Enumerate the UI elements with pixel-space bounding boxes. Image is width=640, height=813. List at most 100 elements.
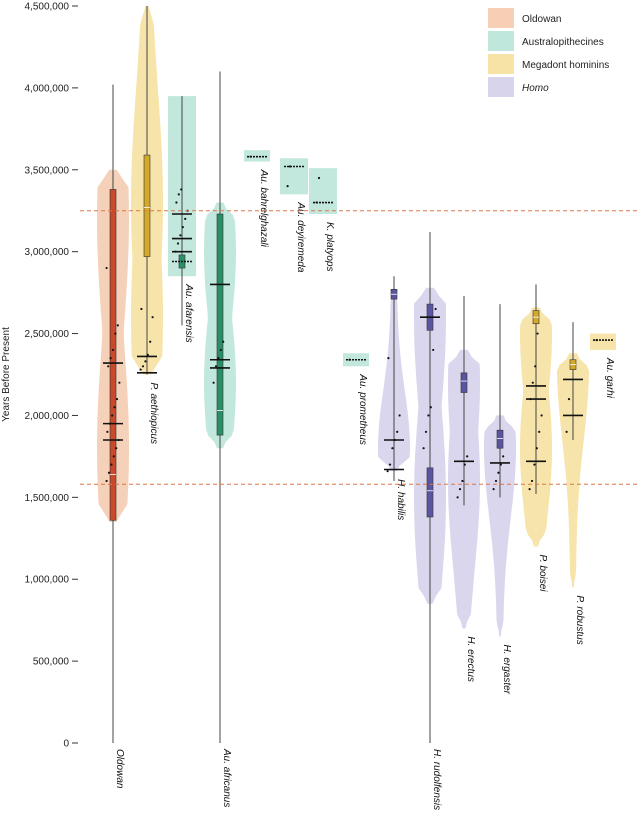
violin-body [557, 353, 589, 588]
data-point [180, 188, 183, 191]
taxon-k-platyops: K. platyops [309, 168, 337, 271]
data-point [111, 414, 114, 417]
legend-label: Megadont hominins [522, 60, 609, 71]
data-point [222, 340, 225, 343]
taxon-h-habilis: H. habilis [378, 276, 410, 520]
data-point [115, 447, 118, 450]
data-point [286, 185, 289, 188]
category-label: H. habilis [395, 479, 406, 520]
data-point [149, 340, 152, 343]
taxon-au-garhi: Au. garhi [590, 333, 616, 399]
category-label: Au. bahrelghazali [258, 169, 269, 248]
y-tick-label: 500,000 [33, 657, 70, 668]
category-label: Oldowan [114, 749, 125, 789]
legend-swatch [488, 77, 514, 97]
data-point [386, 470, 389, 473]
data-point [461, 479, 464, 483]
data-point [531, 381, 534, 384]
data-point [422, 447, 425, 450]
taxon-au-prometheus: Au. prometheus [343, 353, 369, 445]
data-point [530, 479, 534, 483]
data-point [115, 397, 119, 401]
data-point [249, 155, 252, 158]
taxon-au-deyiremeda: Au. deyiremeda [280, 158, 308, 273]
data-point [114, 332, 117, 335]
data-point [529, 397, 532, 401]
data-point [111, 348, 115, 352]
category-label: P. boisei [537, 554, 548, 592]
data-point [105, 479, 108, 483]
data-point [466, 455, 469, 458]
data-point [534, 365, 537, 368]
box [460, 372, 468, 393]
data-point [116, 324, 119, 327]
data-point [217, 357, 220, 360]
y-tick-label: 4,500,000 [25, 2, 70, 13]
taxon-p-robustus: P. robustus [557, 322, 589, 645]
y-axis-title: Years Before Present [1, 327, 12, 422]
data-point [140, 307, 143, 311]
data-point [105, 266, 108, 270]
y-tick-label: 2,500,000 [25, 329, 70, 340]
violin-body [484, 415, 516, 637]
category-label: Au. garhi [604, 357, 615, 399]
category-label: Au. deyiremeda [295, 201, 306, 272]
data-point [388, 463, 392, 466]
data-point [427, 414, 430, 417]
data-point [348, 358, 351, 361]
box [216, 213, 224, 436]
legend-swatch [488, 31, 514, 51]
data-point [432, 348, 435, 352]
data-point [288, 165, 292, 168]
data-point [502, 455, 505, 458]
data-point [108, 422, 111, 425]
data-point [497, 471, 500, 474]
data-point [212, 381, 215, 384]
y-tick-label: 1,000,000 [25, 575, 70, 586]
category-label: P. robustus [574, 595, 585, 644]
data-point [528, 488, 531, 491]
y-tick-label: 0 [63, 739, 69, 750]
taxon-oldowan: Oldowan [97, 84, 129, 789]
data-point [429, 406, 432, 409]
data-point [387, 357, 390, 360]
y-tick-label: 2,000,000 [25, 411, 70, 422]
data-point [174, 250, 177, 253]
category-label: P. aethiopicus [148, 383, 159, 445]
box [426, 467, 434, 518]
data-point [181, 226, 184, 229]
data-point [536, 332, 539, 335]
violin-body [590, 333, 616, 350]
taxon-h-rudolfensis: H. rudolfensis [414, 232, 446, 810]
data-point [177, 193, 180, 196]
taxon-h-ergaster: H. ergaster [484, 304, 516, 695]
taxon-p-aethiopicus: P. aethiopicus [131, 6, 163, 444]
category-label: Au. afarensis [183, 283, 194, 342]
data-point [535, 447, 538, 450]
data-point [109, 357, 112, 360]
y-tick-label: 4,000,000 [25, 83, 70, 94]
data-point [533, 463, 536, 466]
data-point [107, 365, 110, 368]
data-point [141, 365, 145, 368]
violin-body [244, 150, 270, 162]
data-point [424, 430, 428, 433]
data-point [456, 496, 459, 499]
data-point [110, 463, 113, 466]
category-label: K. platyops [324, 222, 335, 271]
data-point [113, 406, 116, 409]
category-label: H. erectus [465, 636, 476, 682]
legend-label: Oldowan [522, 14, 561, 25]
taxon-h-erectus: H. erectus [448, 295, 480, 682]
data-point [179, 234, 182, 237]
taxon-au-africanus: Au. africanus [204, 71, 236, 807]
data-point [540, 414, 543, 417]
y-tick-label: 3,000,000 [25, 247, 70, 258]
data-point [214, 365, 218, 368]
y-axis: Years Before Present 0 500,000 1,000,000 1,… [1, 2, 78, 750]
data-point [106, 430, 109, 433]
data-point [317, 176, 321, 180]
violin-body [280, 158, 308, 195]
legend-label: Australopithecines [522, 37, 604, 48]
